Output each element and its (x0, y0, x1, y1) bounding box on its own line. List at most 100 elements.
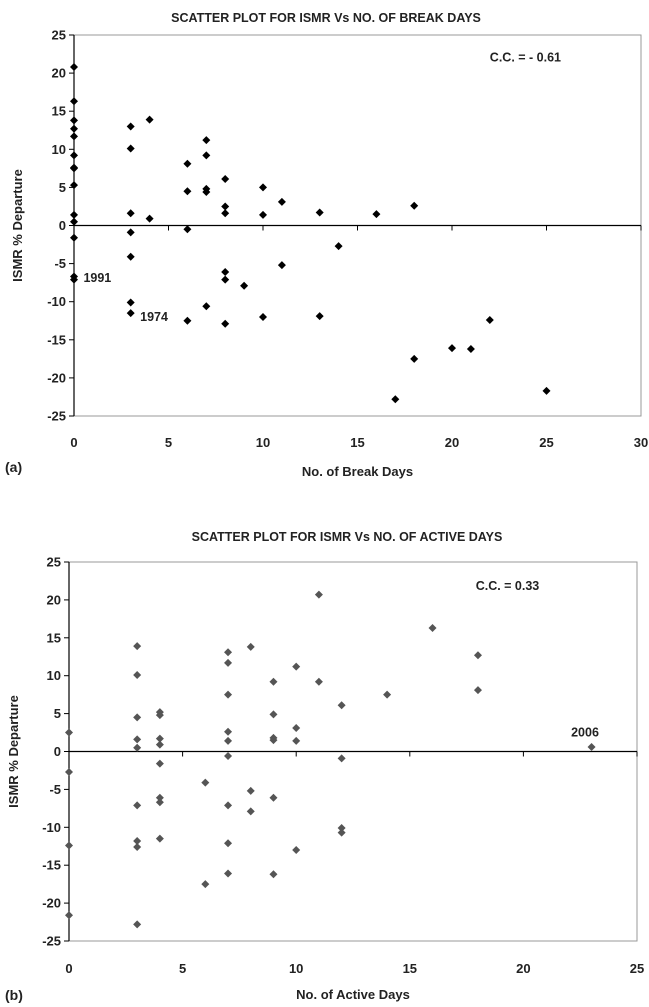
data-point (156, 835, 164, 843)
x-tick-label: 15 (403, 961, 417, 976)
chart-title: SCATTER PLOT FOR ISMR Vs NO. OF ACTIVE D… (192, 530, 503, 544)
data-point (338, 754, 346, 762)
data-point (127, 209, 135, 217)
data-point (224, 659, 232, 667)
data-point (543, 387, 551, 395)
annotation-label: C.C. = 0.33 (476, 579, 540, 593)
annotation-label: 1974 (140, 310, 168, 324)
data-point (133, 801, 141, 809)
data-point (127, 298, 135, 306)
y-tick-label: 20 (47, 592, 61, 607)
y-tick-label: 20 (52, 66, 66, 81)
x-tick-label: 0 (70, 435, 77, 450)
y-tick-label: -20 (47, 370, 66, 385)
y-tick-label: 25 (47, 555, 61, 570)
data-point (127, 253, 135, 261)
x-tick-label: 5 (179, 961, 186, 976)
data-point (146, 116, 154, 124)
y-tick-label: -25 (47, 409, 66, 424)
data-point (259, 313, 267, 321)
y-tick-label: -20 (42, 896, 61, 911)
data-point (410, 202, 418, 210)
data-point (224, 870, 232, 878)
data-point (133, 920, 141, 928)
data-point (221, 276, 229, 284)
chart-panel-1: SCATTER PLOT FOR ISMR Vs NO. OF ACTIVE D… (5, 530, 644, 1003)
y-tick-label: -15 (47, 332, 66, 347)
data-point (224, 801, 232, 809)
y-tick-label: 0 (54, 744, 61, 759)
data-point (247, 787, 255, 795)
data-point (292, 737, 300, 745)
data-point (224, 752, 232, 760)
data-point (202, 151, 210, 159)
data-point (133, 843, 141, 851)
y-tick-label: -5 (54, 256, 66, 271)
data-point (292, 724, 300, 732)
data-point (183, 317, 191, 325)
data-point (70, 164, 78, 172)
y-tick-label: 0 (59, 218, 66, 233)
data-point (156, 798, 164, 806)
data-point (221, 320, 229, 328)
y-axis-label: ISMR % Departure (10, 169, 25, 282)
y-tick-label: -25 (42, 934, 61, 949)
x-tick-label: 5 (165, 435, 172, 450)
data-point (315, 678, 323, 686)
data-point (259, 211, 267, 219)
data-point (269, 870, 277, 878)
data-point (221, 175, 229, 183)
data-point (429, 624, 437, 632)
y-axis-label: ISMR % Departure (6, 695, 21, 808)
data-point (448, 344, 456, 352)
chart-panel-0: SCATTER PLOT FOR ISMR Vs NO. OF BREAK DA… (5, 11, 648, 479)
data-point (224, 839, 232, 847)
x-tick-label: 20 (445, 435, 459, 450)
data-point (269, 710, 277, 718)
data-point (372, 210, 380, 218)
data-point (269, 678, 277, 686)
data-point (224, 648, 232, 656)
data-point (127, 228, 135, 236)
data-point (70, 116, 78, 124)
data-point (316, 209, 324, 217)
x-tick-label: 15 (350, 435, 364, 450)
annotation-label: 2006 (571, 725, 599, 739)
data-point (292, 663, 300, 671)
data-point (316, 312, 324, 320)
data-point (70, 125, 78, 133)
y-tick-label: -10 (42, 820, 61, 835)
x-axis-label: No. of Break Days (302, 464, 413, 479)
data-point (224, 737, 232, 745)
data-point (240, 282, 248, 290)
data-point (315, 591, 323, 599)
data-point (202, 136, 210, 144)
x-tick-label: 0 (65, 961, 72, 976)
x-axis-label: No. of Active Days (296, 987, 410, 1002)
data-point (183, 187, 191, 195)
x-tick-label: 25 (630, 961, 644, 976)
y-tick-label: 10 (47, 668, 61, 683)
y-tick-label: -5 (49, 782, 61, 797)
data-point (410, 355, 418, 363)
data-point (259, 183, 267, 191)
annotation-label: C.C. = - 0.61 (490, 51, 561, 65)
data-point (269, 794, 277, 802)
data-point (156, 760, 164, 768)
data-point (201, 880, 209, 888)
y-tick-label: 25 (52, 28, 66, 43)
y-tick-label: 5 (54, 706, 61, 721)
data-point (221, 209, 229, 217)
y-tick-label: 15 (52, 104, 66, 119)
data-point (278, 198, 286, 206)
data-point (474, 651, 482, 659)
chart-title: SCATTER PLOT FOR ISMR Vs NO. OF BREAK DA… (171, 11, 481, 25)
data-point (65, 729, 73, 737)
data-point (70, 218, 78, 226)
data-point (156, 741, 164, 749)
data-point (133, 671, 141, 679)
data-point (65, 841, 73, 849)
data-point (224, 691, 232, 699)
data-point (65, 768, 73, 776)
data-point (335, 242, 343, 250)
